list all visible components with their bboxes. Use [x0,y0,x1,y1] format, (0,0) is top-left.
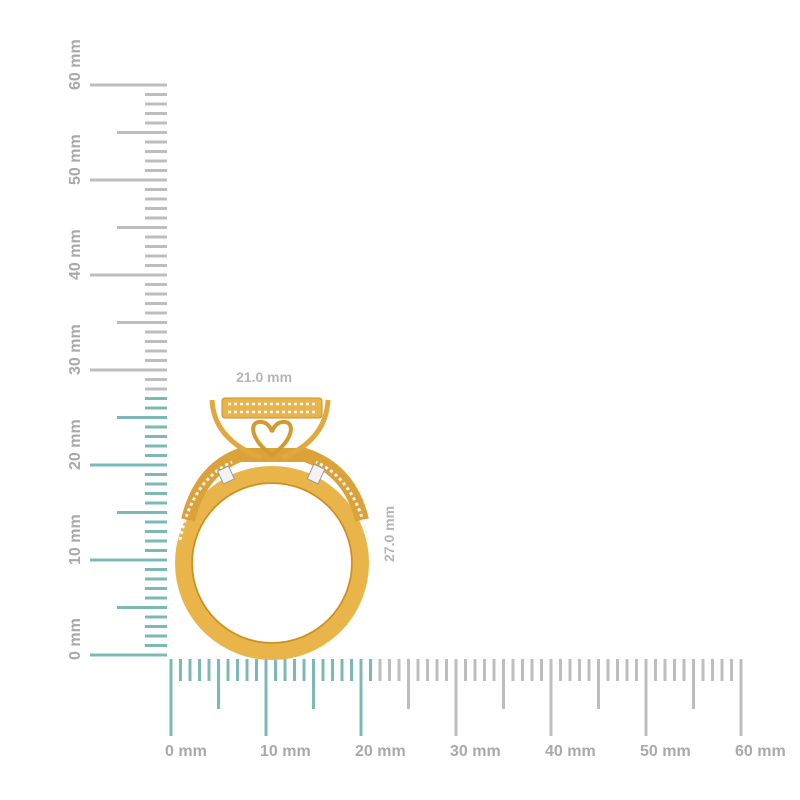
width-dimension-label: 21.0 mm [236,369,293,385]
height-dimension-label: 27.0 mm [381,505,397,562]
horizontal-ruler-label: 0 mm [165,743,207,760]
horizontal-ruler [169,659,743,736]
vertical-ruler-label: 20 mm [67,419,84,470]
baguette-left [216,465,236,485]
pave-diamonds-left [178,460,233,541]
heart-gallery [251,419,293,458]
ring-image [175,397,370,660]
horizontal-ruler-label: 10 mm [260,743,311,760]
baguette-right [306,463,326,485]
vertical-ruler-label: 40 mm [67,229,84,280]
vertical-ruler [90,83,167,657]
pave-diamonds-right [315,460,370,541]
vertical-ruler-label: 50 mm [67,134,84,185]
vertical-ruler-label: 10 mm [67,514,84,565]
prong-left [209,399,263,461]
ring-band [175,466,369,660]
horizontal-ruler-label: 30 mm [450,743,501,760]
ring-band-inner-edge [191,482,353,644]
center-setting [221,397,323,419]
vertical-ruler-label: 30 mm [67,324,84,375]
vertical-ruler-label: 60 mm [67,39,84,90]
horizontal-ruler-label: 60 mm [735,743,786,760]
horizontal-ruler-label: 20 mm [355,743,406,760]
prong-right [281,399,331,461]
horizontal-ruler-label: 50 mm [640,743,691,760]
horizontal-ruler-label: 40 mm [545,743,596,760]
vertical-ruler-label: 0 mm [67,618,84,660]
